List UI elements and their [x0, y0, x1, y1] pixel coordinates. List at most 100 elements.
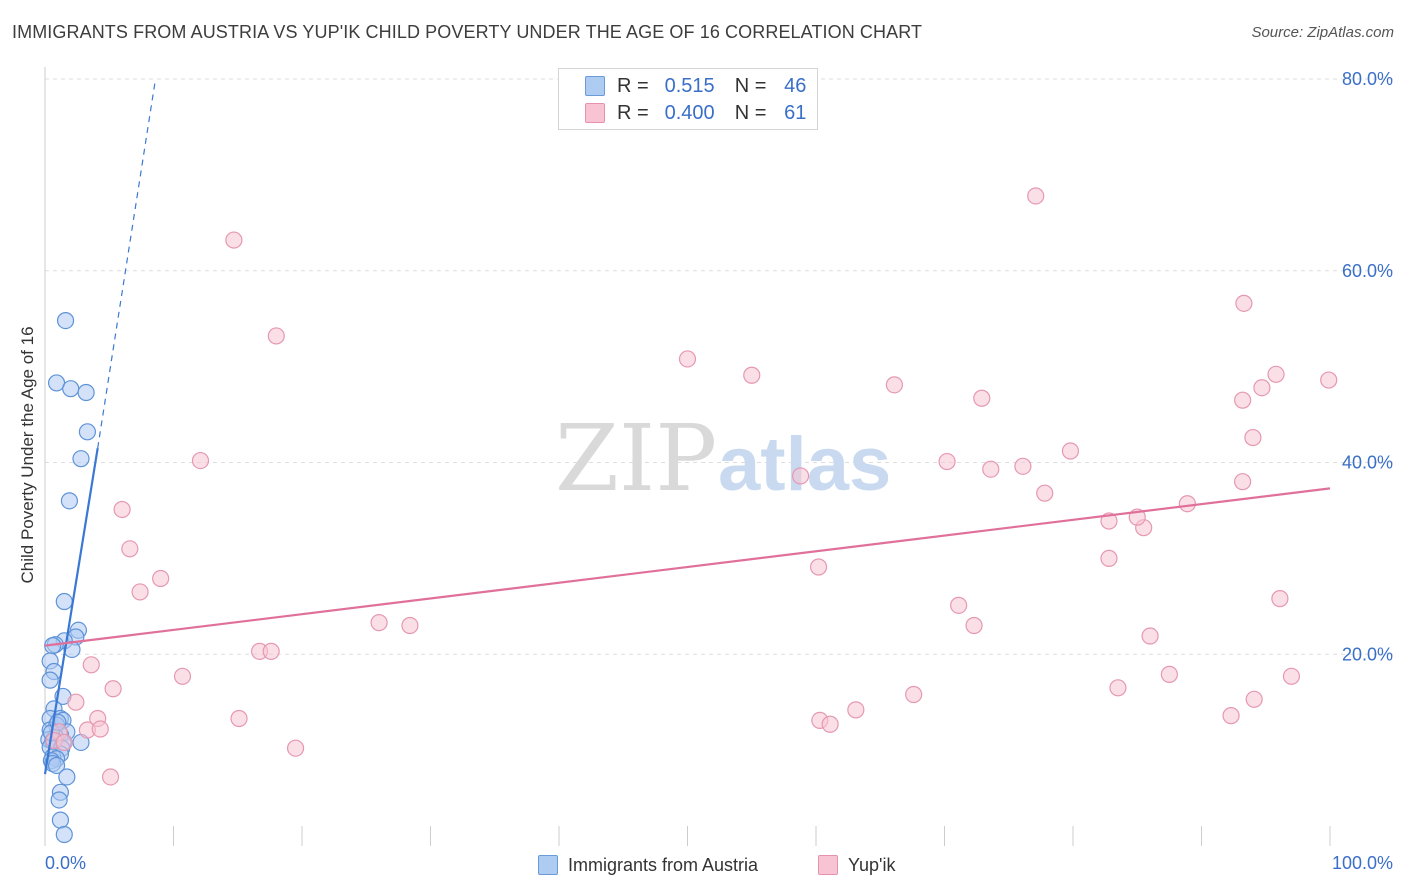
yupik-point: [1178, 495, 1196, 513]
y-tick-label: 60.0%: [1342, 261, 1393, 281]
yupik-point: [1061, 442, 1080, 460]
yupik-point: [950, 596, 968, 614]
yupik-point: [101, 768, 120, 786]
watermark-atlas: atlas: [718, 422, 891, 507]
yupik-point: [1245, 690, 1263, 708]
yupik-point: [131, 583, 149, 601]
yupik-point: [225, 231, 243, 249]
bottom-legend-swatch-austria: [538, 855, 558, 875]
austria-point: [62, 380, 80, 398]
x-tick-label-min: 0.0%: [45, 853, 86, 873]
yupik-point: [173, 667, 192, 685]
yupik-point: [885, 376, 903, 394]
austria-point: [58, 768, 76, 786]
yupik-point: [152, 569, 170, 588]
bottom-legend-label-yupik: Yup'ik: [848, 854, 896, 875]
yupik-point: [1160, 665, 1178, 683]
yupik-point: [1244, 428, 1262, 447]
legend-swatch-austria: [585, 76, 605, 96]
yupik-point: [1036, 484, 1054, 502]
y-tick-label: 20.0%: [1342, 644, 1393, 664]
austria-point: [78, 423, 97, 441]
yupik-point: [1234, 473, 1252, 491]
legend-r-key: R =: [617, 101, 649, 124]
austria-point: [50, 791, 68, 809]
yupik-point: [809, 558, 828, 576]
trend-layer: [43, 78, 1331, 775]
yupik-point: [791, 467, 810, 485]
austria-point: [60, 492, 79, 510]
yupik-point: [91, 720, 109, 738]
chart-title: IMMIGRANTS FROM AUSTRIA VS YUP'IK CHILD …: [12, 22, 923, 42]
grid-layer: [45, 78, 1394, 655]
yupik-point: [1267, 365, 1285, 383]
austria-point: [55, 592, 73, 611]
yupik-point: [267, 327, 285, 345]
yupik-point: [743, 366, 761, 384]
watermark-zip: ZIP: [555, 405, 717, 512]
yupik-point: [1014, 457, 1032, 475]
legend-swatch-yupik: [585, 103, 605, 123]
yupik-point: [1282, 667, 1301, 685]
austria-point: [47, 756, 66, 775]
yupik-point: [1109, 679, 1127, 697]
yupik-point: [1235, 294, 1253, 312]
bottom-legend-yupik[interactable]: Yup'ik: [818, 852, 895, 878]
yupik-point: [678, 350, 697, 368]
legend-r-value-austria: 0.515: [664, 74, 715, 97]
yupik-point: [1253, 379, 1271, 397]
legend-r-key: R =: [617, 74, 649, 97]
austria-point: [51, 811, 70, 829]
yupik-point: [847, 701, 865, 719]
yupik-point: [1320, 371, 1338, 389]
bottom-legend-label-austria: Immigrants from Austria: [568, 854, 759, 875]
austria-point: [55, 825, 73, 844]
yupik-trend-line: [44, 487, 1331, 647]
yupik-point: [82, 656, 100, 674]
y-tick-label: 40.0%: [1342, 453, 1393, 473]
yupik-point: [905, 685, 923, 704]
yupik-point: [286, 739, 305, 757]
yupik-point: [230, 709, 248, 728]
yupik-point: [1027, 187, 1045, 205]
austria-trend-extension: [97, 78, 157, 449]
points-layer: [40, 187, 1338, 844]
bottom-legend-swatch-yupik: [818, 855, 838, 875]
yupik-point: [973, 389, 991, 407]
yupik-point: [965, 616, 983, 635]
yupik-point: [1100, 549, 1118, 567]
bottom-legend-austria[interactable]: Immigrants from Austria: [538, 852, 758, 878]
legend-n-key: N =: [734, 101, 767, 124]
legend-row-austria: R = 0.515 N = 46: [585, 74, 806, 98]
legend-n-value-austria: 46: [784, 74, 807, 97]
yupik-point: [938, 452, 956, 471]
legend-n-value-yupik: 61: [784, 101, 807, 124]
yupik-point: [104, 680, 122, 698]
yupik-point: [982, 460, 1000, 478]
tick-label-layer: 20.0% 40.0% 60.0% 80.0% 0.0% 100.0%: [45, 69, 1393, 873]
yupik-point: [370, 614, 388, 632]
legend-r-value-yupik: 0.400: [664, 101, 715, 124]
yupik-point: [55, 733, 73, 752]
yupik-point: [121, 540, 139, 558]
yupik-point: [821, 715, 839, 733]
legend-row-yupik: R = 0.400 N = 61: [585, 101, 806, 125]
austria-point: [41, 671, 59, 689]
yupik-point: [191, 451, 210, 470]
austria-point: [72, 450, 90, 468]
yupik-point: [262, 642, 280, 660]
y-tick-label: 80.0%: [1342, 69, 1393, 89]
yupik-point: [67, 693, 85, 711]
austria-point: [77, 383, 95, 402]
yupik-point: [401, 616, 419, 635]
austria-point: [56, 312, 75, 330]
yupik-point: [1222, 707, 1240, 725]
yupik-point: [1234, 391, 1252, 409]
yupik-point: [1141, 627, 1159, 645]
yupik-point: [1271, 590, 1289, 608]
yupik-point: [113, 500, 131, 519]
austria-trend-line: [43, 447, 99, 775]
watermark: ZIP atlas: [555, 405, 891, 512]
legend-n-key: N =: [734, 74, 767, 97]
